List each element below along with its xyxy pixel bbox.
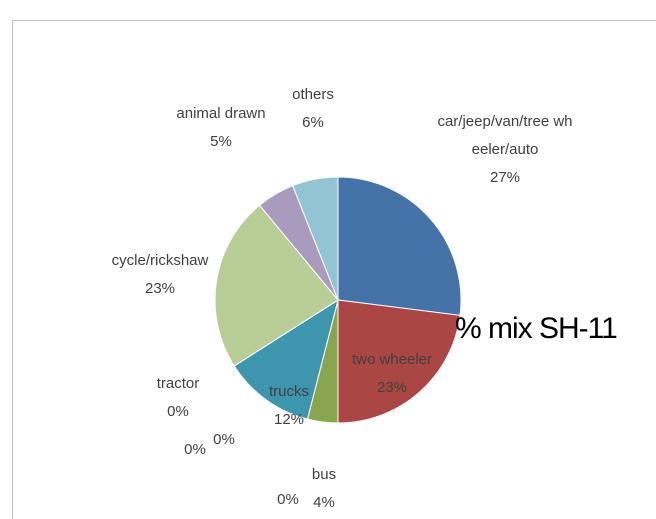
pie-slice [337, 176, 462, 316]
value-label: 6% [302, 114, 324, 131]
value-label: 5% [210, 133, 232, 150]
slice-label: two wheeler 23% [322, 346, 462, 402]
pie-slice [214, 204, 339, 367]
category-label: tractor [156, 375, 200, 392]
frame [12, 20, 656, 519]
slice-label: tractor 0% [108, 370, 248, 426]
slice-label: cycle/rickshaw 23% [90, 247, 230, 303]
slice-label: bus 4% [254, 461, 394, 517]
category-label: bus [311, 466, 337, 483]
pie-slice [292, 176, 339, 301]
pie-slice [337, 299, 461, 424]
value-label: 23% [376, 379, 408, 396]
chart-title: % mix SH-11 [455, 312, 618, 345]
value-label: 0% [167, 403, 189, 420]
slice-label: 0% [218, 486, 358, 514]
category-label: cycle/rickshaw [111, 252, 209, 269]
category-label: two wheeler [351, 351, 433, 368]
category-label: animal drawn [176, 105, 266, 122]
value-label: 0% [184, 441, 206, 458]
category-label: trucks [268, 383, 309, 400]
category-label: car/jeep/van/tree wheeler/auto [437, 113, 573, 158]
value-label: 0% [213, 431, 235, 448]
value-label: 4% [313, 494, 335, 511]
value-label: 23% [144, 280, 176, 297]
slice-label: animal drawn 5% [151, 100, 291, 156]
pie-slice [233, 298, 339, 420]
slice-label: 0% [154, 426, 294, 454]
slice-label: car/jeep/van/tree wheeler/auto 27% [435, 108, 575, 192]
slice-label: 0% [125, 436, 265, 464]
value-label: 12% [273, 411, 305, 428]
value-label: 0% [277, 491, 299, 508]
value-label: 27% [489, 169, 521, 186]
slice-label: others 6% [243, 81, 383, 137]
category-label: others [292, 86, 334, 103]
slice-label: trucks 12% [219, 378, 359, 434]
